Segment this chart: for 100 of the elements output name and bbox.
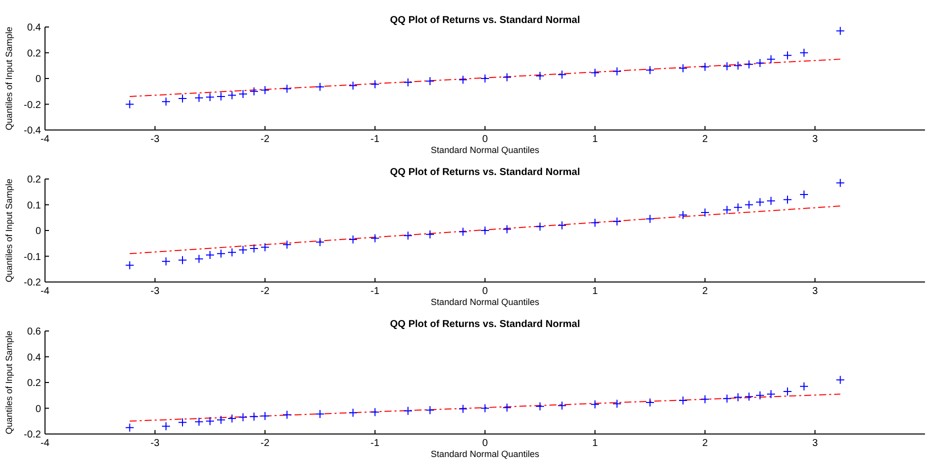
point	[370, 234, 380, 243]
point	[722, 205, 732, 214]
point	[194, 93, 204, 102]
point	[348, 81, 358, 90]
point	[250, 86, 258, 96]
point	[216, 92, 226, 102]
point	[502, 224, 512, 234]
x-tick-label: 3	[812, 286, 818, 297]
point	[404, 78, 412, 87]
point	[404, 231, 412, 240]
y-axis-title: Quantiles of Input Sample	[4, 26, 14, 130]
point	[800, 382, 808, 391]
point	[316, 410, 324, 419]
point	[370, 80, 380, 89]
point	[206, 416, 214, 426]
point	[260, 86, 270, 95]
point	[766, 54, 776, 64]
x-tick-label: -2	[260, 134, 270, 145]
point	[228, 248, 236, 257]
y-tick-label: 0.2	[27, 378, 42, 389]
chart-title: QQ Plot of Returns vs. Standard Normal	[390, 167, 580, 178]
point	[590, 218, 600, 228]
x-axis-title: Standard Normal Quantiles	[430, 449, 540, 459]
x-tick-label: -1	[370, 438, 380, 449]
point	[316, 238, 324, 247]
point	[646, 66, 654, 75]
point	[125, 100, 134, 109]
point	[800, 190, 808, 199]
y-tick-label: 0.2	[27, 48, 42, 60]
point	[734, 392, 742, 402]
point	[238, 245, 248, 254]
point	[178, 256, 187, 265]
point	[612, 216, 622, 226]
point	[766, 390, 776, 399]
point	[228, 90, 236, 100]
point	[536, 402, 544, 411]
y-tick-label: 0.4	[27, 352, 42, 364]
point	[700, 394, 710, 404]
y-axis-title: Quantiles of Input Sample	[4, 178, 14, 282]
point	[194, 417, 204, 426]
x-tick-label: 2	[702, 134, 708, 145]
point	[238, 412, 248, 422]
point	[734, 61, 742, 70]
point	[250, 244, 258, 254]
point	[502, 403, 512, 412]
x-tick-label: -1	[370, 134, 380, 145]
x-tick-label: 2	[702, 438, 708, 449]
point	[458, 227, 468, 236]
y-axis-title: Quantiles of Input Sample	[4, 330, 14, 434]
x-tick-label: 3	[812, 134, 818, 145]
point	[426, 406, 434, 415]
point	[162, 97, 170, 106]
point	[756, 58, 764, 68]
y-tick-label: -0.2	[24, 278, 42, 288]
point	[458, 75, 468, 84]
point	[722, 62, 732, 71]
y-tick-label: 0.4	[27, 22, 42, 34]
point	[480, 404, 490, 413]
x-tick-label: 0	[482, 438, 488, 449]
point	[766, 196, 776, 206]
x-tick-label: 0	[482, 286, 488, 297]
x-tick-label: -3	[150, 286, 160, 297]
point	[282, 84, 292, 94]
point	[125, 423, 134, 432]
y-tick-label: 0	[35, 404, 42, 415]
x-tick-label: 2	[702, 286, 708, 297]
point	[426, 230, 434, 239]
point	[536, 222, 544, 232]
point	[194, 254, 204, 264]
x-axis-title: Standard Normal Quantiles	[430, 297, 540, 307]
point	[646, 398, 654, 407]
point	[558, 401, 566, 410]
point	[836, 178, 845, 188]
point	[836, 375, 845, 384]
point	[612, 66, 622, 76]
point	[744, 60, 754, 69]
x-tick-label: 1	[592, 438, 598, 449]
point	[558, 220, 566, 230]
point	[125, 260, 134, 270]
x-tick-label: -1	[370, 286, 380, 297]
point	[348, 408, 358, 418]
point	[404, 406, 412, 416]
point	[216, 249, 226, 258]
chart-title: QQ Plot of Returns vs. Standard Normal	[390, 15, 580, 26]
point	[734, 202, 742, 212]
point	[744, 392, 754, 402]
point	[590, 68, 600, 78]
point	[348, 235, 358, 244]
y-tick-label: -0.2	[24, 430, 42, 440]
point	[216, 415, 226, 424]
point	[590, 400, 600, 409]
x-tick-label: 1	[592, 134, 598, 145]
point	[783, 50, 792, 60]
point	[783, 387, 792, 396]
point	[558, 70, 566, 80]
point	[646, 214, 654, 224]
x-tick-label: -2	[260, 438, 270, 449]
point	[700, 208, 710, 217]
point	[678, 210, 688, 220]
point	[536, 71, 544, 80]
